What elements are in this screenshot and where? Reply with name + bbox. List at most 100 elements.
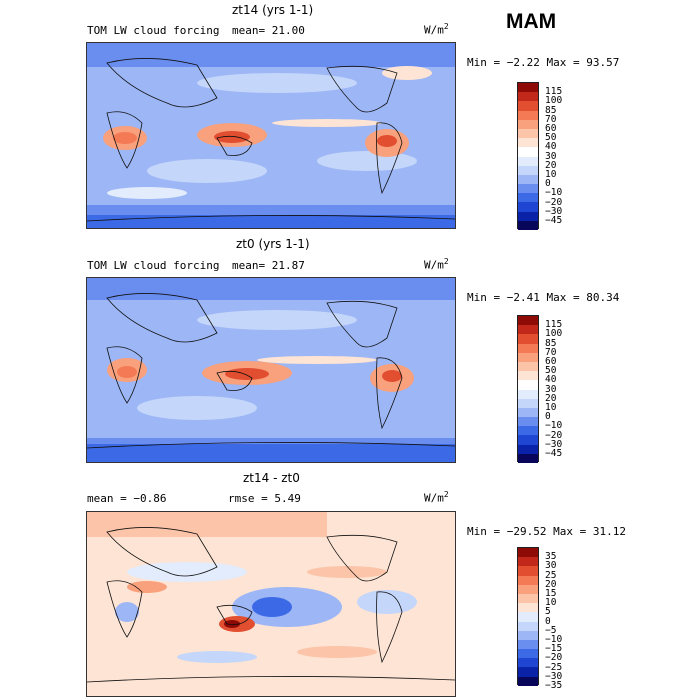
colorbar-tick-label: −45 (545, 448, 563, 459)
panel2-units: W/m2 (424, 257, 449, 272)
colorbar-swatch (518, 435, 538, 445)
colorbar-tick-label: 50 (545, 365, 557, 377)
panel2-colorbar: 115 100 85 70 60 50 40 30 20 10 0 −10 −20 −30 −45 (517, 315, 562, 463)
panel3-units: W/m2 (424, 490, 449, 505)
panel2-subtitle: TOM LW cloud forcing (87, 259, 220, 272)
colorbar-tick-label: 115 (545, 319, 563, 331)
colorbar-swatch (518, 426, 538, 436)
colorbar-swatch (518, 371, 538, 381)
colorbar-swatch (518, 566, 538, 576)
colorbar-tick-label: 0 (545, 178, 551, 190)
colorbar-tick-label: 50 (545, 132, 557, 144)
colorbar-swatch (518, 407, 538, 418)
colorbar-swatch (518, 575, 538, 585)
panel1-colorbar-swatches (517, 82, 539, 230)
panel2-map (86, 277, 456, 463)
panel3-rmse: rmse = 5.49 (228, 492, 301, 505)
colorbar-tick-label: 20 (545, 392, 557, 404)
colorbar-swatch (518, 389, 538, 399)
colorbar-tick-label: 85 (545, 104, 557, 116)
colorbar-swatch (518, 612, 538, 622)
panel1-mean: mean= 21.00 (232, 24, 305, 37)
colorbar-tick-label: 35 (545, 551, 557, 563)
colorbar-tick-label: 85 (545, 337, 557, 349)
colorbar-tick-label: 40 (545, 141, 557, 153)
colorbar-swatch (518, 639, 538, 650)
colorbar-swatch (518, 83, 538, 93)
colorbar-swatch (518, 184, 538, 194)
colorbar-swatch (518, 316, 538, 326)
panel2-minmax: Min = −2.41 Max = 80.34 (467, 291, 620, 304)
colorbar-swatch (518, 621, 538, 631)
panel1-colorbar: 115 100 85 70 60 50 40 30 20 10 0 −10 −20 −30 −45 (517, 82, 562, 230)
panel1-map-svg (87, 43, 455, 228)
colorbar-tick-label: 100 (545, 328, 563, 340)
colorbar-swatch (518, 202, 538, 212)
panel2-mean: mean= 21.87 (232, 259, 305, 272)
panel2-title: zt0 (yrs 1-1) (236, 237, 310, 251)
colorbar-tick-label: −20 (545, 196, 563, 208)
panel1-minmax: Min = −2.22 Max = 93.57 (467, 56, 620, 69)
colorbar-swatch (518, 676, 538, 686)
panel1-title: zt14 (yrs 1-1) (232, 3, 314, 17)
colorbar-swatch (518, 557, 538, 567)
colorbar-tick-label: 40 (545, 374, 557, 386)
panel3-map-svg (87, 512, 455, 696)
panel2-colorbar-swatches (517, 315, 539, 463)
colorbar-tick-label: −45 (545, 215, 563, 226)
panel3-colorbar: 35 30 25 20 15 10 5 0 −5 −10 −15 −20 −25 −30 −35 (517, 547, 562, 690)
colorbar-tick-label: 100 (545, 95, 563, 107)
colorbar-tick-label: −10 (545, 634, 563, 645)
colorbar-tick-label: 0 (545, 411, 551, 423)
panel3-mean: mean = −0.86 (87, 492, 167, 505)
colorbar-swatch (518, 398, 538, 408)
colorbar-swatch (518, 380, 538, 390)
panel2-map-svg (87, 278, 455, 462)
colorbar-swatch (518, 128, 538, 139)
colorbar-tick-label: 10 (545, 169, 557, 180)
colorbar-swatch (518, 174, 538, 185)
colorbar-swatch (518, 138, 538, 148)
colorbar-swatch (518, 325, 538, 335)
colorbar-swatch (518, 119, 538, 129)
panel1-units: W/m2 (424, 22, 449, 37)
colorbar-swatch (518, 343, 538, 353)
colorbar-tick-label: 15 (545, 588, 557, 599)
panel3-colorbar-swatches (517, 547, 539, 686)
colorbar-swatch (518, 667, 538, 677)
colorbar-swatch (518, 92, 538, 102)
colorbar-swatch (518, 658, 538, 668)
colorbar-tick-label: −30 (545, 670, 563, 682)
colorbar-swatch (518, 193, 538, 203)
colorbar-swatch (518, 444, 538, 454)
colorbar-tick-label: 115 (545, 86, 563, 98)
colorbar-tick-label: 20 (545, 159, 557, 171)
colorbar-tick-label: 20 (545, 578, 557, 590)
colorbar-tick-label: −10 (545, 187, 563, 199)
colorbar-tick-label: 0 (545, 615, 551, 627)
panel3-map (86, 511, 456, 697)
colorbar-tick-label: −20 (545, 429, 563, 441)
colorbar-tick-label: 5 (545, 606, 551, 618)
colorbar-swatch (518, 584, 538, 594)
colorbar-tick-label: 10 (545, 402, 557, 413)
colorbar-tick-label: 60 (545, 356, 557, 367)
colorbar-tick-label: −25 (545, 661, 563, 673)
colorbar-swatch (518, 211, 538, 221)
colorbar-swatch (518, 334, 538, 344)
colorbar-tick-label: −15 (545, 643, 563, 655)
colorbar-tick-label: 60 (545, 123, 557, 134)
colorbar-swatch (518, 156, 538, 166)
colorbar-tick-label: 30 (545, 150, 557, 162)
panel3-title: zt14 - zt0 (243, 471, 300, 485)
colorbar-tick-label: 10 (545, 597, 557, 609)
colorbar-swatch (518, 630, 538, 640)
colorbar-tick-label: 25 (545, 569, 557, 581)
colorbar-swatch (518, 101, 538, 111)
colorbar-tick-label: −10 (545, 420, 563, 432)
colorbar-swatch (518, 220, 538, 230)
colorbar-tick-label: 30 (545, 560, 557, 572)
season-label: MAM (506, 10, 557, 33)
colorbar-swatch (518, 110, 538, 120)
colorbar-tick-label: −5 (545, 624, 557, 636)
